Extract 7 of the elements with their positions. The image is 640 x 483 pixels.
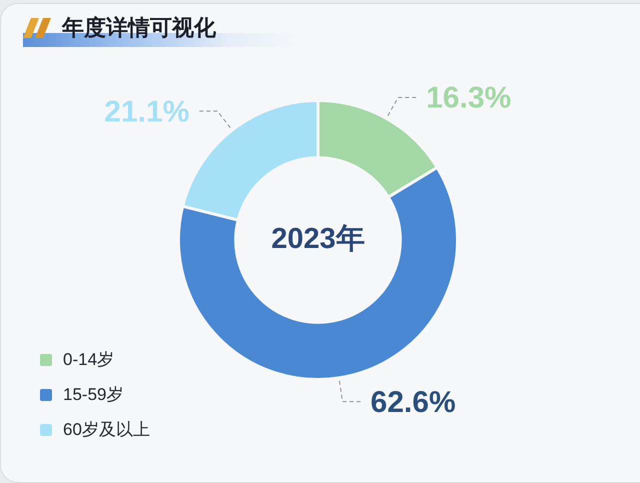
data-label: 21.1% [104,95,190,128]
text: 2023年 [271,223,365,255]
data-label: 16.3% [426,82,512,115]
legend-label: 0-14岁 [63,349,114,371]
data-label: 62.6% [370,386,456,419]
legend-label: 15-59岁 [63,384,124,406]
legend-label: 60岁及以上 [63,419,150,441]
